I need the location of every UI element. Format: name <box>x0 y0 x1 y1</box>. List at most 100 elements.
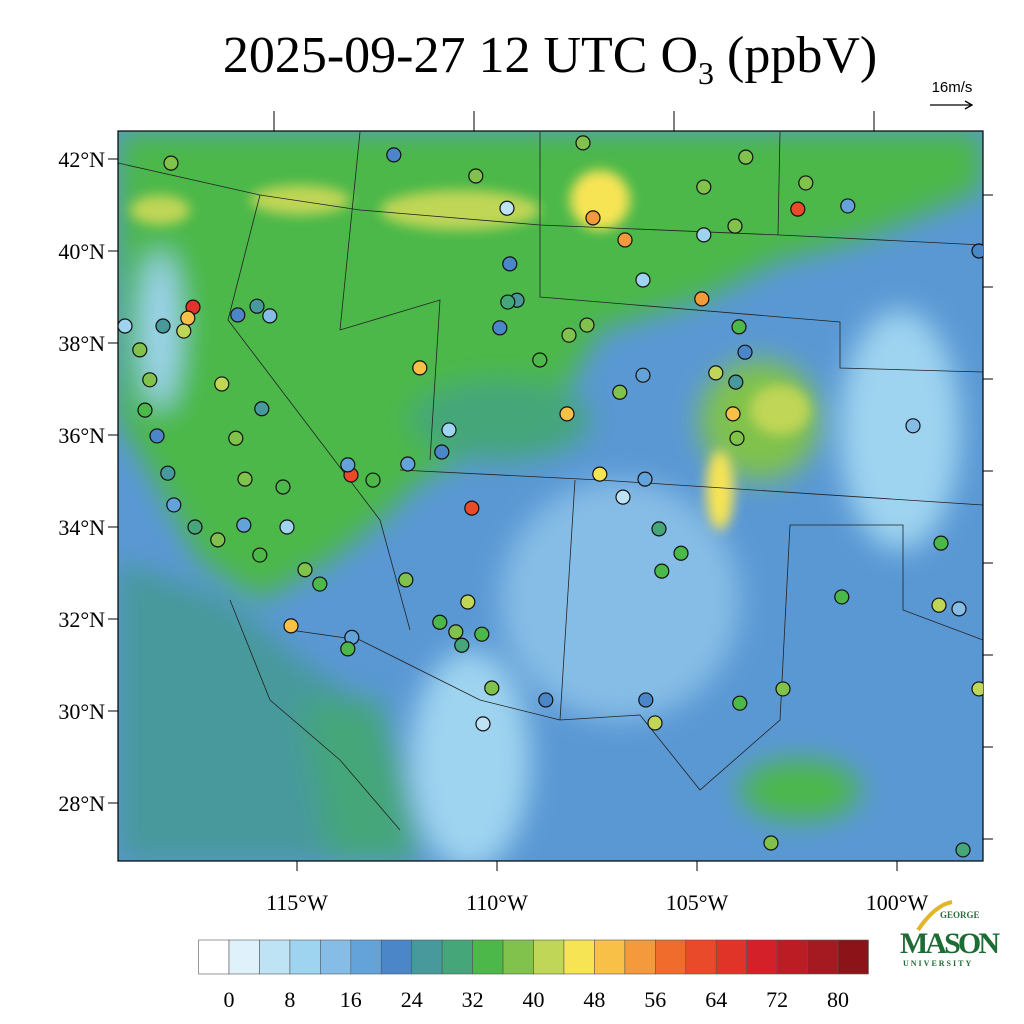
station-marker <box>468 168 484 184</box>
station-marker <box>160 465 176 481</box>
station-marker <box>492 320 508 336</box>
station-marker <box>149 428 165 444</box>
colorbar-box <box>715 939 747 975</box>
lat-label: 36°N <box>58 423 105 448</box>
colorbar-label: 80 <box>827 987 849 1012</box>
station-marker <box>500 294 516 310</box>
colorbar-label: 72 <box>766 987 788 1012</box>
station-marker <box>187 519 203 535</box>
station-marker <box>297 562 313 578</box>
lat-label: 42°N <box>58 147 105 172</box>
title-units: (ppbV) <box>714 27 877 84</box>
colorbar-label: 64 <box>705 987 727 1012</box>
station-marker <box>538 692 554 708</box>
lat-label: 32°N <box>58 607 105 632</box>
colorbar-box <box>198 939 230 975</box>
map-frame <box>117 130 984 862</box>
station-marker <box>236 517 252 533</box>
station-marker <box>561 327 577 343</box>
station-marker <box>708 365 724 381</box>
logo-swoosh <box>916 900 953 932</box>
colorbar-box <box>776 939 808 975</box>
colorbar-label: 24 <box>401 987 423 1012</box>
station-marker <box>283 618 299 634</box>
station-marker <box>696 179 712 195</box>
map-title: 2025-09-27 12 UTC O3 (ppbV) <box>223 27 877 91</box>
station-marker <box>365 472 381 488</box>
colorbar-box <box>411 939 443 975</box>
station-marker <box>340 457 356 473</box>
station-marker <box>955 842 971 858</box>
station-marker <box>971 243 983 259</box>
colorbar-box <box>289 939 321 975</box>
colorbar-label: 40 <box>523 987 545 1012</box>
vector-key-label: 16m/s <box>932 79 973 96</box>
station-marker <box>412 360 428 376</box>
station-marker <box>118 318 133 334</box>
station-marker <box>474 626 490 642</box>
station-marker <box>612 384 628 400</box>
colorbar-box <box>837 939 869 975</box>
station-marker <box>635 272 651 288</box>
lon-label: 105°W <box>666 890 729 915</box>
station-marker <box>731 319 747 335</box>
station-marker <box>400 456 416 472</box>
lat-label: 34°N <box>58 515 105 540</box>
station-marker <box>615 489 631 505</box>
station-marker <box>312 576 328 592</box>
station-marker <box>840 198 856 214</box>
station-marker <box>737 344 753 360</box>
station-marker <box>398 572 414 588</box>
station-marker <box>790 201 806 217</box>
station-marker <box>635 367 651 383</box>
lat-label: 28°N <box>58 791 105 816</box>
lon-label: 100°W <box>866 890 929 915</box>
station-marker <box>155 318 171 334</box>
station-marker <box>386 147 402 163</box>
colorbar-label: 0 <box>224 987 235 1012</box>
lon-label: 115°W <box>266 890 328 915</box>
colorbar-label: 56 <box>644 987 666 1012</box>
lon-label: 110°W <box>466 890 528 915</box>
colorbar-box <box>380 939 413 975</box>
station-marker <box>252 547 268 563</box>
title-subscript: 3 <box>698 55 714 91</box>
station-marker <box>441 422 457 438</box>
station-marker <box>210 532 226 548</box>
station-marker <box>484 680 500 696</box>
logo-top: GEORGE <box>940 910 980 920</box>
station-marker <box>214 376 230 392</box>
station-marker <box>137 402 153 418</box>
station-marker <box>971 681 983 697</box>
station-marker <box>729 430 745 446</box>
station-marker <box>637 471 653 487</box>
station-marker <box>228 430 244 446</box>
station-marker <box>262 308 278 324</box>
station-marker <box>434 444 450 460</box>
station-marker <box>340 641 356 657</box>
logo-name: MASON <box>900 927 1000 960</box>
station-marker <box>432 614 448 630</box>
colorbar-box <box>441 939 473 975</box>
station-marker <box>230 307 246 323</box>
station-marker <box>738 149 754 165</box>
station-marker <box>180 310 196 326</box>
station-marker <box>237 471 253 487</box>
station-marker <box>592 466 608 482</box>
station-marker <box>132 342 148 358</box>
colorbar-box <box>746 939 778 975</box>
colorbar-label: 8 <box>284 987 295 1012</box>
lat-label: 30°N <box>58 699 105 724</box>
station-marker <box>475 716 491 732</box>
station-marker <box>798 175 814 191</box>
station-marker <box>638 692 654 708</box>
station-marker <box>176 323 192 339</box>
logo-bottom: UNIVERSITY <box>903 959 973 968</box>
colorbar-box <box>228 939 260 975</box>
lat-label: 40°N <box>58 239 105 264</box>
colorbar-box <box>594 939 626 975</box>
map-field <box>118 131 983 861</box>
station-marker <box>933 535 949 551</box>
colorbar-box <box>563 939 595 975</box>
station-marker <box>732 695 748 711</box>
